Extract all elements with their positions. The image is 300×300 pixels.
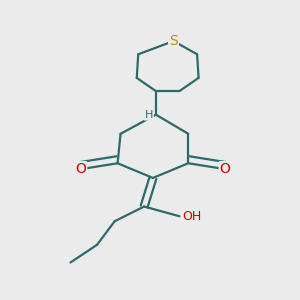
Text: S: S [169,34,178,48]
Text: O: O [220,162,230,176]
Text: H: H [145,110,153,120]
Text: OH: OH [182,210,202,223]
Text: O: O [75,162,86,176]
